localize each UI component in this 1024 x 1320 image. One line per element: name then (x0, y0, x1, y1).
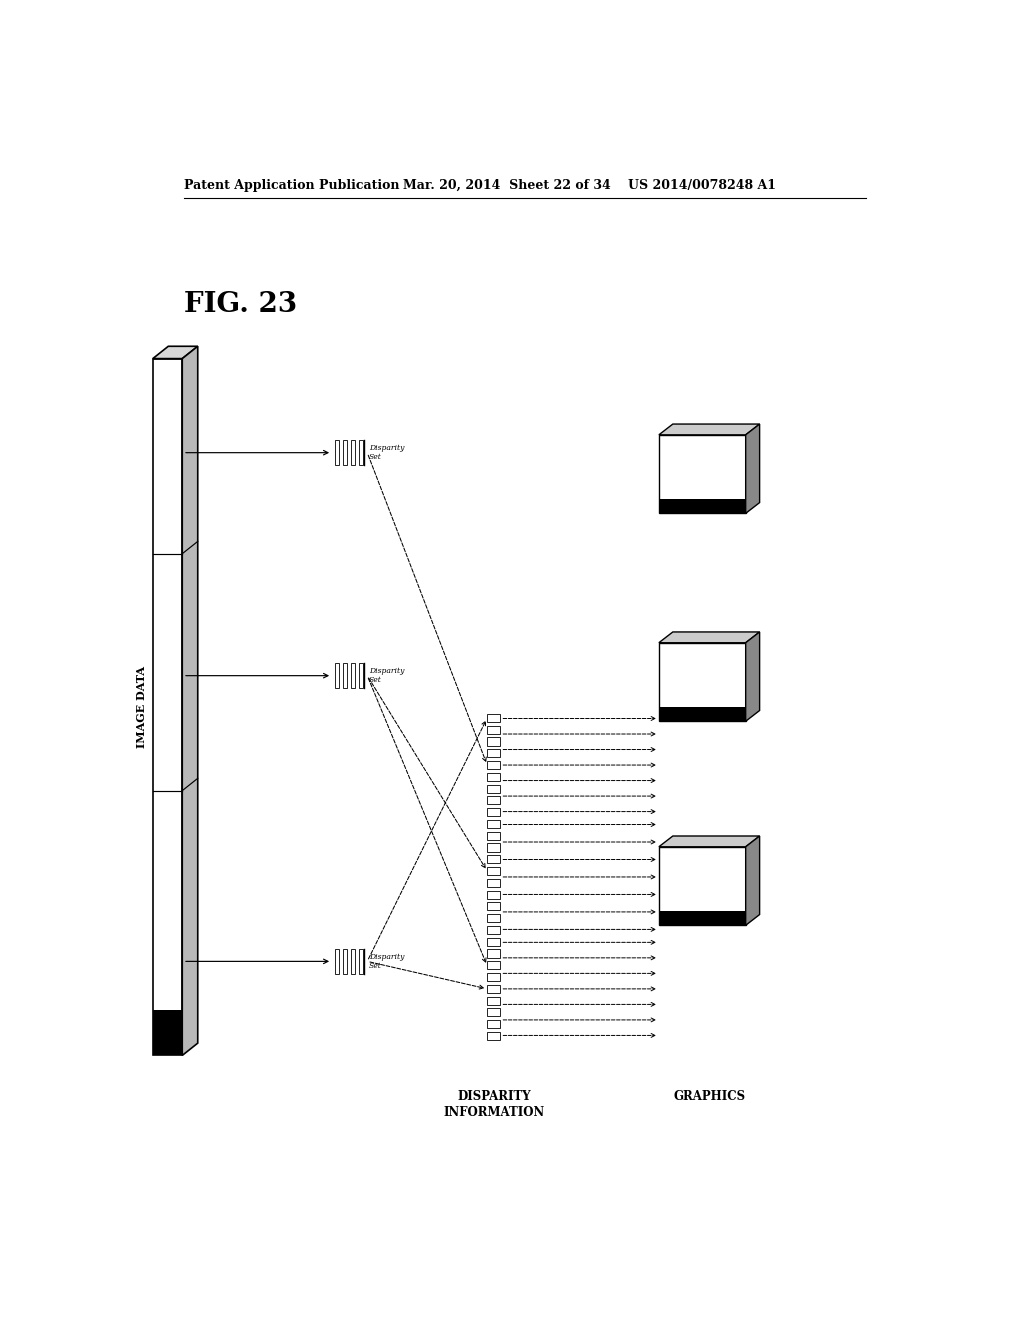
Bar (335, 441, 339, 465)
Polygon shape (153, 346, 198, 359)
Bar (487, 750, 501, 758)
Polygon shape (658, 911, 745, 925)
Bar (487, 843, 501, 851)
Bar (487, 762, 501, 770)
Bar (487, 997, 501, 1005)
Text: FIG. 23: FIG. 23 (183, 292, 297, 318)
Bar (487, 855, 501, 863)
Bar (351, 664, 354, 688)
Bar (487, 985, 501, 993)
Polygon shape (745, 424, 760, 513)
Bar (487, 867, 501, 875)
Bar (343, 664, 347, 688)
Bar (487, 832, 501, 840)
Bar (487, 937, 501, 946)
Polygon shape (745, 632, 760, 721)
Bar (487, 891, 501, 899)
Text: GRAPHICS: GRAPHICS (674, 1090, 746, 1104)
Bar (351, 441, 354, 465)
Polygon shape (658, 708, 745, 721)
Bar (487, 949, 501, 957)
Bar (487, 1032, 501, 1040)
Bar (487, 808, 501, 816)
Bar (359, 664, 362, 688)
Polygon shape (745, 836, 760, 925)
Bar (487, 973, 501, 981)
Text: Disparity
Set: Disparity Set (369, 444, 404, 461)
Polygon shape (658, 434, 745, 513)
Polygon shape (658, 632, 760, 643)
Polygon shape (658, 643, 745, 721)
Bar (343, 441, 347, 465)
Bar (487, 961, 501, 969)
Bar (487, 925, 501, 935)
Text: US 2014/0078248 A1: US 2014/0078248 A1 (628, 178, 776, 191)
Bar (487, 726, 501, 734)
Polygon shape (658, 836, 760, 847)
Text: DISPARITY
INFORMATION: DISPARITY INFORMATION (443, 1090, 545, 1119)
Polygon shape (153, 1010, 182, 1056)
Bar (487, 903, 501, 911)
Polygon shape (658, 424, 760, 434)
Bar (487, 714, 501, 722)
Bar (487, 772, 501, 781)
Text: Disparity
Set: Disparity Set (369, 667, 404, 684)
Text: Disparity
Set: Disparity Set (369, 953, 404, 970)
Text: IMAGE DATA: IMAGE DATA (135, 667, 146, 748)
Bar (487, 915, 501, 923)
Polygon shape (182, 346, 198, 1056)
Bar (351, 949, 354, 974)
Polygon shape (658, 499, 745, 513)
Bar (335, 949, 339, 974)
Text: Mar. 20, 2014  Sheet 22 of 34: Mar. 20, 2014 Sheet 22 of 34 (403, 178, 611, 191)
Bar (335, 664, 339, 688)
Bar (487, 1008, 501, 1016)
Bar (359, 949, 362, 974)
Text: Patent Application Publication: Patent Application Publication (183, 178, 399, 191)
Polygon shape (658, 847, 745, 925)
Bar (343, 949, 347, 974)
Bar (487, 738, 501, 746)
Bar (487, 796, 501, 804)
Polygon shape (153, 359, 182, 1056)
Bar (487, 1020, 501, 1028)
Bar (487, 784, 501, 792)
Bar (487, 879, 501, 887)
Bar (359, 441, 362, 465)
Bar (487, 820, 501, 828)
